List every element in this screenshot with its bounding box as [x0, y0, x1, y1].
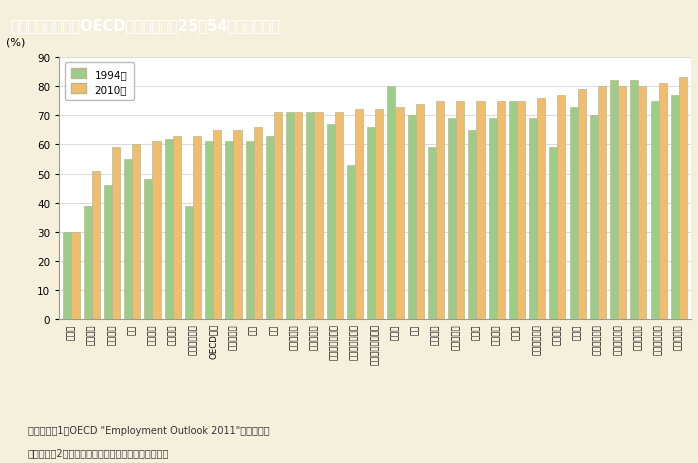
Bar — [610, 81, 618, 319]
Bar — [71, 232, 80, 319]
Bar — [598, 87, 606, 319]
Bar — [165, 139, 172, 319]
Bar — [497, 101, 505, 319]
Bar — [477, 101, 484, 319]
Legend: 1994年, 2010年: 1994年, 2010年 — [64, 63, 134, 101]
Bar — [84, 206, 91, 319]
Bar — [225, 142, 233, 319]
Bar — [286, 113, 294, 319]
Bar — [205, 142, 213, 319]
Bar — [124, 160, 132, 319]
Text: 第１－２－４図　OECD諸国の女性（25～54歳）の就業率: 第１－２－４図 OECD諸国の女性（25～54歳）の就業率 — [10, 18, 281, 33]
Bar — [448, 119, 456, 319]
Bar — [428, 148, 436, 319]
Bar — [144, 180, 152, 319]
Bar — [274, 113, 282, 319]
Bar — [334, 113, 343, 319]
Bar — [578, 90, 586, 319]
Bar — [630, 81, 639, 319]
Bar — [132, 145, 140, 319]
Bar — [306, 113, 314, 319]
Bar — [509, 101, 517, 319]
Bar — [314, 113, 322, 319]
Bar — [104, 186, 112, 319]
Bar — [355, 110, 363, 319]
Bar — [529, 119, 537, 319]
Bar — [396, 107, 403, 319]
Bar — [679, 78, 687, 319]
Bar — [213, 131, 221, 319]
Bar — [387, 87, 396, 319]
Bar — [266, 136, 274, 319]
Bar — [408, 116, 416, 319]
Bar — [246, 142, 253, 319]
Bar — [375, 110, 383, 319]
Text: 2．就業率は「就業者数／人口」で計算。: 2．就業率は「就業者数／人口」で計算。 — [28, 447, 170, 457]
Bar — [185, 206, 193, 319]
Bar — [651, 101, 659, 319]
Bar — [549, 148, 558, 319]
Bar — [468, 131, 477, 319]
Text: (%): (%) — [6, 38, 25, 47]
Bar — [517, 101, 525, 319]
Bar — [367, 128, 375, 319]
Bar — [347, 165, 355, 319]
Bar — [590, 116, 598, 319]
Text: （備考）　1．OECD "Employment Outlook 2011"より作成。: （備考） 1．OECD "Employment Outlook 2011"より作… — [28, 425, 269, 435]
Bar — [570, 107, 578, 319]
Bar — [152, 142, 161, 319]
Bar — [193, 136, 201, 319]
Bar — [558, 96, 565, 319]
Bar — [456, 101, 464, 319]
Bar — [416, 104, 424, 319]
Bar — [639, 87, 646, 319]
Bar — [64, 232, 71, 319]
Bar — [327, 125, 334, 319]
Bar — [659, 84, 667, 319]
Bar — [537, 99, 545, 319]
Bar — [436, 101, 444, 319]
Bar — [112, 148, 120, 319]
Bar — [253, 128, 262, 319]
Bar — [618, 87, 626, 319]
Bar — [172, 136, 181, 319]
Bar — [233, 131, 242, 319]
Bar — [91, 171, 100, 319]
Bar — [489, 119, 497, 319]
Bar — [671, 96, 679, 319]
Bar — [294, 113, 302, 319]
